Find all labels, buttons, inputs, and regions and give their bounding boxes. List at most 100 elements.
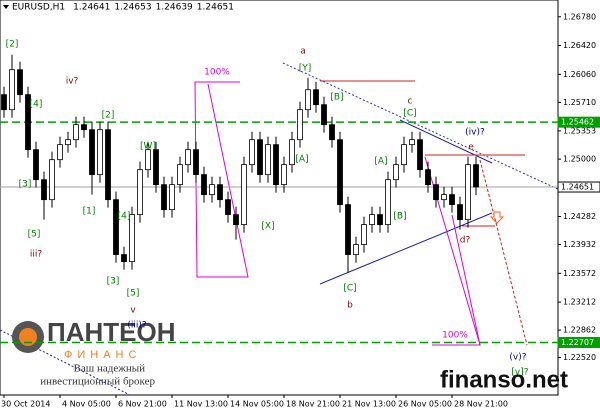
wave-label: d? — [460, 236, 471, 246]
candle-body — [409, 139, 415, 146]
y-tick-label: 1.25000 — [563, 155, 596, 164]
candle-body — [241, 164, 247, 226]
candle-body — [473, 164, 479, 188]
candle-body — [233, 214, 239, 226]
logo-sub: ФИНАНС — [64, 349, 141, 361]
wave-label: [B] — [393, 212, 406, 222]
candle-body — [281, 164, 287, 186]
candle-body — [361, 224, 367, 245]
candle-body — [137, 169, 143, 216]
y-tick-label: 1.22862 — [563, 326, 596, 335]
wave-label: a — [300, 47, 306, 57]
candle-body — [17, 69, 23, 96]
candle-body — [25, 94, 31, 151]
candle-body — [209, 184, 215, 196]
wave-label: [4] — [30, 100, 43, 110]
candle-body — [377, 214, 383, 226]
candle-body — [153, 149, 159, 186]
candle-body — [193, 149, 199, 176]
chart-title: EURUSD,H1 — [12, 3, 65, 13]
logo-icon — [19, 328, 37, 346]
candle-body — [81, 124, 87, 131]
candle-body — [417, 139, 423, 171]
candle-body — [145, 149, 151, 171]
trend-line — [399, 119, 493, 164]
candle-body — [169, 184, 175, 211]
wave-label: [5] — [28, 230, 41, 240]
wave-label: [W] — [140, 142, 156, 152]
y-tick-label: 1.25710 — [563, 98, 596, 107]
x-tick-label: 21 Nov 13:00 — [342, 400, 396, 409]
wave-label: c — [408, 97, 413, 107]
candle-body — [449, 194, 455, 206]
wave-label: [1] — [83, 207, 96, 217]
wave-label: v — [130, 306, 136, 316]
wave-label: [3] — [107, 277, 120, 287]
arrow — [489, 211, 505, 224]
y-tick-label: 1.25353 — [563, 126, 596, 135]
wave-label: [Y] — [299, 64, 312, 74]
x-tick-label: 11 Nov 13:00 — [174, 400, 228, 409]
candle-body — [457, 204, 463, 221]
wave-label: 100% — [442, 331, 468, 341]
trend-line — [282, 62, 561, 191]
candle-body — [121, 254, 127, 263]
trend-line — [319, 212, 493, 285]
candle-body — [129, 214, 135, 263]
wave-label: [C] — [403, 109, 416, 119]
wave-label: [v]? — [511, 368, 528, 378]
x-tick-label: 28 Nov 21:00 — [454, 400, 508, 409]
x-tick-label: 14 Nov 05:00 — [230, 400, 284, 409]
wave-label: [C] — [343, 284, 356, 294]
candle-body — [73, 124, 79, 141]
candle-body — [113, 199, 119, 255]
wave-label: (iii)? — [127, 321, 147, 331]
candle-body — [401, 144, 407, 166]
candle-body — [105, 129, 111, 201]
candle-body — [57, 144, 63, 161]
candle-body — [1, 94, 7, 111]
x-tick-label: 26 Nov 05:00 — [398, 400, 452, 409]
candle-body — [337, 139, 343, 206]
candle-body — [289, 139, 295, 166]
wave-label: [B] — [330, 93, 343, 103]
candle-body — [161, 184, 167, 211]
candle-body — [9, 69, 15, 111]
header-value: 1.24641 — [73, 3, 110, 13]
candle-body — [249, 139, 255, 166]
candle-body — [321, 104, 327, 126]
candle-body — [185, 149, 191, 166]
candle-body — [441, 194, 447, 201]
wave-label: (v)? — [509, 353, 526, 363]
candle-body — [345, 204, 351, 255]
level-box — [557, 336, 600, 348]
y-tick-label: 1.22520 — [563, 353, 596, 362]
level-label: 1.25462 — [561, 118, 594, 127]
candle-body — [393, 164, 399, 181]
candle-body — [97, 129, 103, 176]
candle-body — [353, 244, 359, 255]
header-value: 1.24651 — [197, 3, 234, 13]
fib-shape — [194, 81, 249, 278]
wave-label: iii? — [30, 250, 43, 260]
wave-label: iv? — [66, 77, 79, 87]
candle-body — [433, 184, 439, 201]
x-tick-label: 30 Oct 2014 — [1, 400, 50, 409]
plot-frame — [0, 0, 559, 396]
wave-label: b — [347, 301, 353, 311]
wave-label: [5] — [127, 289, 140, 299]
wave-label: (iv)? — [465, 128, 485, 138]
candle-body — [273, 144, 279, 186]
candle-body — [425, 169, 431, 186]
wave-label: [3] — [19, 180, 32, 190]
candle-body — [305, 89, 311, 111]
candle-body — [297, 109, 303, 141]
header-icon — [3, 5, 9, 9]
level-box — [557, 116, 600, 128]
x-tick-label: 18 Nov 21:00 — [286, 400, 340, 409]
candle-body — [313, 89, 319, 106]
y-tick-label: 1.23932 — [563, 240, 596, 249]
header-value: 1.24653 — [114, 3, 151, 13]
logo-tagline: инвестиционный брокер — [40, 376, 155, 388]
wave-label: [A] — [295, 155, 308, 165]
